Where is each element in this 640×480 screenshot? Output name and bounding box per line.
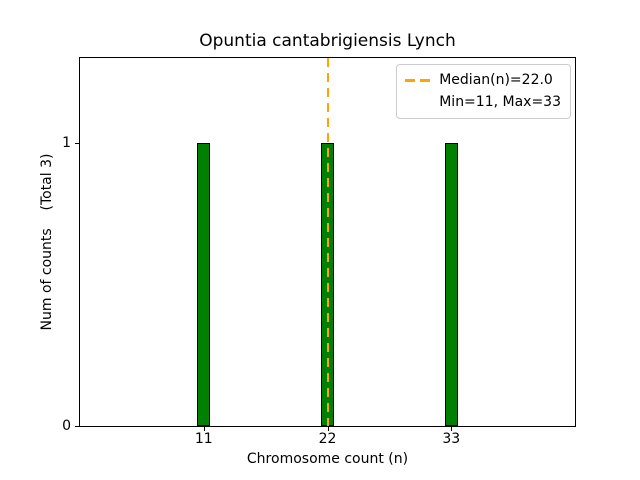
legend-label-minmax: Min=11, Max=33	[439, 94, 561, 110]
x-tick-mark-33	[451, 427, 453, 431]
median-line	[326, 58, 329, 426]
y-tick-label-1: 1	[62, 134, 71, 151]
legend: Median(n)=22.0 Min=11, Max=33	[396, 64, 571, 119]
plot-area: Median(n)=22.0 Min=11, Max=33	[79, 57, 576, 427]
x-tick-mark-22	[327, 427, 329, 431]
chart-title: Opuntia cantabrigiensis Lynch	[199, 31, 456, 51]
legend-row-minmax: Min=11, Max=33	[405, 91, 561, 113]
bar-n33	[444, 142, 458, 426]
legend-swatch-spacer	[405, 101, 430, 104]
y-tick-label-0: 0	[62, 418, 71, 434]
median-dash-swatch	[405, 78, 431, 82]
x-axis-label: Chromosome count (n)	[246, 451, 409, 467]
y-axis-label: Num of counts (Total 3)	[39, 153, 55, 331]
x-tick-mark-11	[203, 427, 205, 431]
x-tick-label-22: 22	[318, 431, 337, 447]
legend-row-median: Median(n)=22.0	[405, 69, 561, 91]
legend-label-median: Median(n)=22.0	[439, 72, 553, 88]
y-tick-mark-0	[75, 426, 79, 427]
x-tick-label-33: 33	[442, 431, 461, 447]
bar-n11	[197, 142, 211, 426]
y-tick-mark-1	[75, 142, 79, 144]
x-tick-label-11: 11	[194, 431, 213, 447]
